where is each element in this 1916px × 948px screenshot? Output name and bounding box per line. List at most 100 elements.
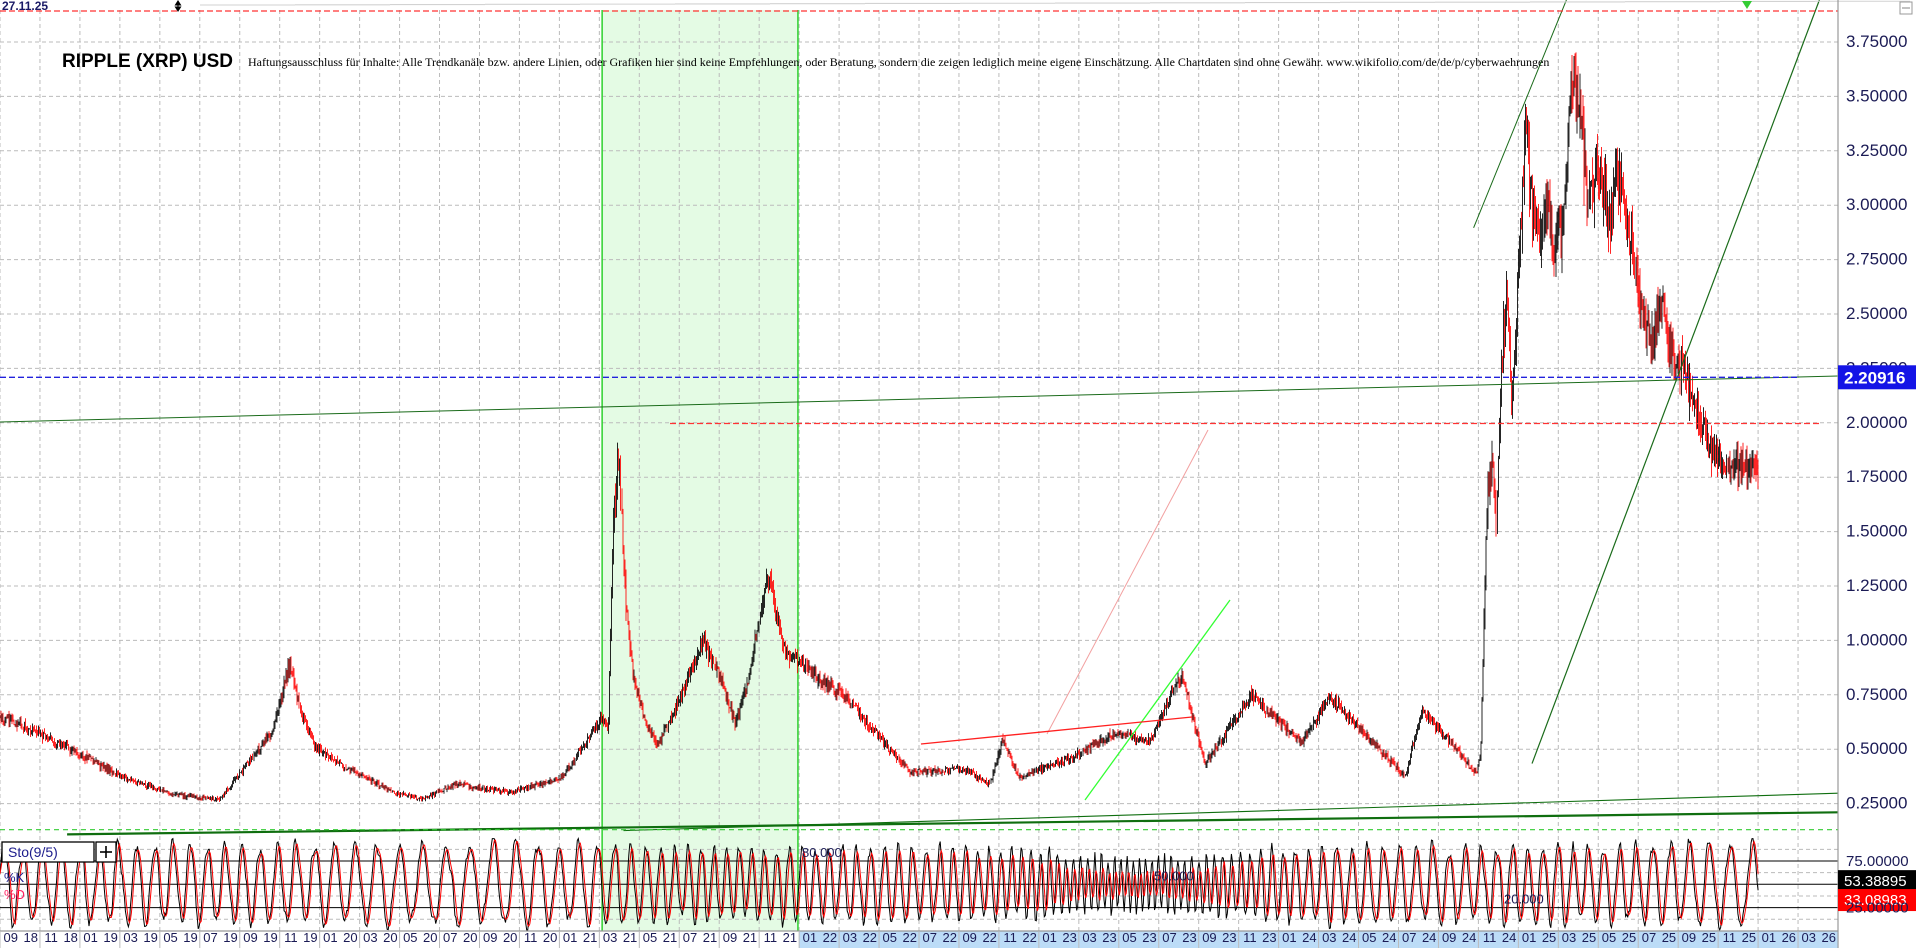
svg-text:03: 03: [843, 930, 857, 945]
svg-text:50.000: 50.000: [1154, 868, 1194, 883]
svg-text:07: 07: [1162, 930, 1176, 945]
svg-text:11: 11: [284, 930, 298, 945]
svg-text:25: 25: [1702, 930, 1716, 945]
svg-text:19: 19: [223, 930, 237, 945]
svg-text:11: 11: [1723, 930, 1737, 945]
svg-text:19: 19: [143, 930, 157, 945]
svg-text:25: 25: [1542, 930, 1556, 945]
svg-text:05: 05: [1362, 930, 1376, 945]
svg-text:19: 19: [183, 930, 197, 945]
svg-text:25: 25: [1662, 930, 1676, 945]
svg-text:27.11.25: 27.11.25: [2, 0, 48, 13]
svg-text:01: 01: [1042, 930, 1056, 945]
svg-text:24: 24: [1342, 930, 1356, 945]
svg-text:0.25000: 0.25000: [1846, 794, 1907, 813]
svg-text:3.25000: 3.25000: [1846, 141, 1907, 160]
svg-text:07: 07: [1402, 930, 1416, 945]
svg-text:22: 22: [903, 930, 917, 945]
svg-text:20: 20: [383, 930, 397, 945]
svg-text:09: 09: [243, 930, 257, 945]
svg-text:20: 20: [343, 930, 357, 945]
svg-text:1.50000: 1.50000: [1846, 522, 1907, 541]
svg-text:05: 05: [163, 930, 177, 945]
svg-text:24: 24: [1502, 930, 1516, 945]
svg-text:19: 19: [263, 930, 277, 945]
svg-text:26: 26: [1782, 930, 1796, 945]
svg-text:21: 21: [583, 930, 597, 945]
svg-text:01: 01: [563, 930, 577, 945]
svg-text:3.00000: 3.00000: [1846, 195, 1907, 214]
svg-text:03: 03: [1322, 930, 1336, 945]
svg-text:2.50000: 2.50000: [1846, 304, 1907, 323]
svg-text:20.000: 20.000: [1504, 892, 1544, 907]
svg-text:09: 09: [1682, 930, 1696, 945]
svg-text:3.50000: 3.50000: [1846, 86, 1907, 105]
svg-text:09: 09: [483, 930, 497, 945]
svg-text:18: 18: [63, 930, 77, 945]
svg-text:Sto(9/5): Sto(9/5): [8, 844, 58, 860]
svg-text:18: 18: [23, 930, 37, 945]
svg-text:07: 07: [683, 930, 697, 945]
svg-text:09: 09: [723, 930, 737, 945]
svg-text:%D: %D: [4, 887, 25, 902]
svg-text:21: 21: [783, 930, 797, 945]
svg-text:1.00000: 1.00000: [1846, 630, 1907, 649]
svg-text:01: 01: [83, 930, 97, 945]
svg-text:07: 07: [1642, 930, 1656, 945]
svg-text:11: 11: [1243, 930, 1257, 945]
svg-text:0.75000: 0.75000: [1846, 685, 1907, 704]
svg-text:01: 01: [1282, 930, 1296, 945]
svg-text:24: 24: [1462, 930, 1476, 945]
svg-text:09: 09: [962, 930, 976, 945]
svg-text:11: 11: [1483, 930, 1497, 945]
svg-text:21: 21: [663, 930, 677, 945]
svg-text:1.25000: 1.25000: [1846, 576, 1907, 595]
svg-text:03: 03: [363, 930, 377, 945]
svg-text:05: 05: [1122, 930, 1136, 945]
svg-text:2.20916: 2.20916: [1844, 368, 1905, 387]
svg-text:05: 05: [1602, 930, 1616, 945]
svg-text:24: 24: [1382, 930, 1396, 945]
svg-text:07: 07: [923, 930, 937, 945]
svg-text:2.00000: 2.00000: [1846, 413, 1907, 432]
svg-text:03: 03: [1082, 930, 1096, 945]
svg-text:19: 19: [303, 930, 317, 945]
svg-text:22: 22: [942, 930, 956, 945]
svg-text:01: 01: [803, 930, 817, 945]
svg-text:09: 09: [1442, 930, 1456, 945]
svg-text:25: 25: [1742, 930, 1756, 945]
svg-text:20: 20: [543, 930, 557, 945]
svg-text:03: 03: [603, 930, 617, 945]
svg-text:07: 07: [443, 930, 457, 945]
svg-text:03: 03: [1802, 930, 1816, 945]
svg-text:22: 22: [982, 930, 996, 945]
svg-text:26: 26: [1822, 930, 1836, 945]
svg-text:24: 24: [1422, 930, 1436, 945]
svg-text:11: 11: [44, 930, 58, 945]
svg-text:20: 20: [463, 930, 477, 945]
svg-text:22: 22: [1022, 930, 1036, 945]
svg-text:21: 21: [623, 930, 637, 945]
svg-text:21: 21: [743, 930, 757, 945]
svg-text:11: 11: [764, 930, 778, 945]
svg-text:05: 05: [403, 930, 417, 945]
svg-text:25.00000: 25.00000: [1846, 900, 1909, 917]
svg-text:01: 01: [323, 930, 337, 945]
svg-text:23: 23: [1262, 930, 1276, 945]
svg-text:%K: %K: [4, 870, 25, 885]
svg-text:23: 23: [1102, 930, 1116, 945]
svg-text:80.000: 80.000: [802, 845, 842, 860]
svg-text:09: 09: [4, 930, 18, 945]
svg-text:20: 20: [503, 930, 517, 945]
svg-text:1.75000: 1.75000: [1846, 467, 1907, 486]
svg-text:05: 05: [643, 930, 657, 945]
svg-text:23: 23: [1142, 930, 1156, 945]
svg-text:09: 09: [1202, 930, 1216, 945]
svg-text:03: 03: [123, 930, 137, 945]
svg-text:05: 05: [883, 930, 897, 945]
svg-text:Haftungsausschluss für Inhalte: Haftungsausschluss für Inhalte: Alle Tre…: [248, 55, 1549, 69]
svg-text:RIPPLE (XRP) USD: RIPPLE (XRP) USD: [62, 51, 233, 72]
svg-text:23: 23: [1062, 930, 1076, 945]
svg-text:11: 11: [1003, 930, 1017, 945]
svg-text:3.75000: 3.75000: [1846, 32, 1907, 51]
